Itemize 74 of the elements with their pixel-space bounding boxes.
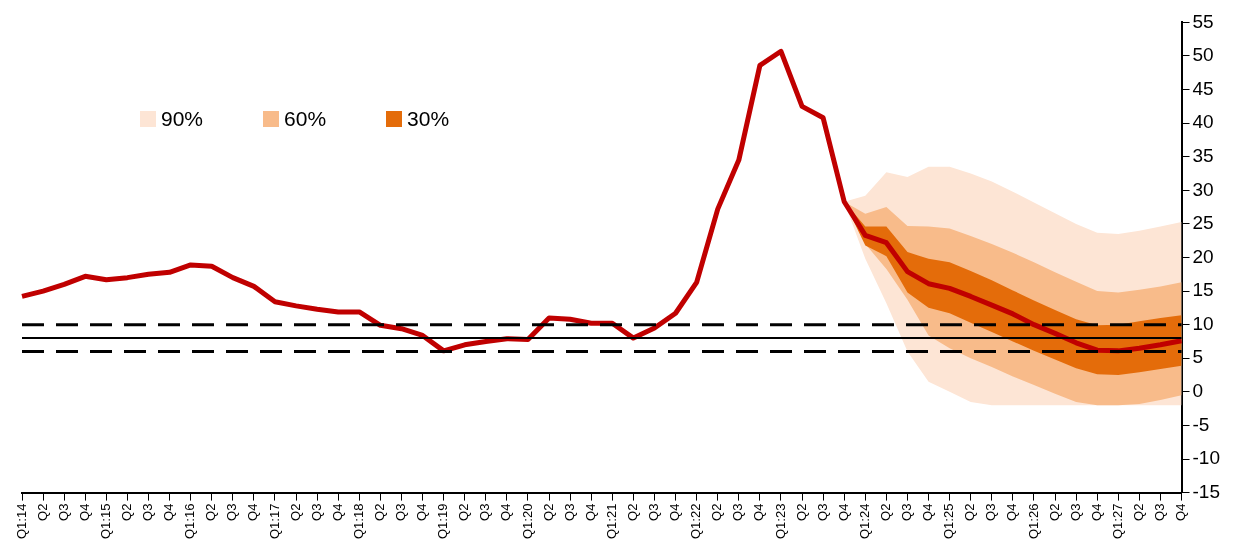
x-tick-label: Q4 xyxy=(245,503,261,521)
x-tick-label: Q1:18 xyxy=(350,503,366,540)
y-tick-label: 20 xyxy=(1192,245,1214,267)
y-tick-label: 10 xyxy=(1192,312,1214,334)
x-tick-label: Q4 xyxy=(1173,503,1189,521)
y-tick-label: 40 xyxy=(1192,111,1214,133)
x-tick-label: Q2 xyxy=(962,503,978,521)
legend-label: 60% xyxy=(284,107,327,132)
x-tick-label: Q3 xyxy=(140,503,156,521)
x-tick-label: Q3 xyxy=(224,503,240,521)
x-tick-label: Q1:20 xyxy=(519,503,535,540)
x-tick-label: Q3 xyxy=(393,503,409,521)
x-tick-label: Q1:27 xyxy=(1109,503,1125,540)
y-tick-label: 5 xyxy=(1192,346,1204,368)
x-tick-label: Q4 xyxy=(414,503,430,521)
y-tick-label: -10 xyxy=(1192,447,1221,469)
x-tick-label: Q2 xyxy=(34,503,50,521)
legend-label: 90% xyxy=(161,107,204,132)
x-tick-label: Q2 xyxy=(624,503,640,521)
x-tick-label: Q3 xyxy=(308,503,324,521)
x-tick-label: Q4 xyxy=(1088,503,1104,521)
x-tick-label: Q4 xyxy=(920,503,936,521)
y-tick-label: 45 xyxy=(1192,77,1214,99)
y-tick-label: 35 xyxy=(1192,144,1214,166)
x-tick-label: Q3 xyxy=(646,503,662,521)
x-tick-label: Q2 xyxy=(456,503,472,521)
y-tick-label: 30 xyxy=(1192,178,1214,200)
x-tick-label: Q2 xyxy=(1046,503,1062,521)
x-tick-label: Q4 xyxy=(329,503,345,521)
x-tick-label: Q2 xyxy=(118,503,134,521)
x-tick-label: Q3 xyxy=(899,503,915,521)
y-tick-label: -5 xyxy=(1192,413,1210,435)
x-tick-label: Q2 xyxy=(203,503,219,521)
x-tick-label: Q3 xyxy=(1067,503,1083,521)
x-tick-label: Q2 xyxy=(540,503,556,521)
x-tick-label: Q4 xyxy=(667,503,683,521)
y-tick-label: 15 xyxy=(1192,279,1214,301)
x-tick-label: Q3 xyxy=(561,503,577,521)
x-tick-label: Q2 xyxy=(709,503,725,521)
x-tick-label: Q3 xyxy=(730,503,746,521)
y-tick-label: -15 xyxy=(1192,480,1221,502)
x-tick-label: Q4 xyxy=(835,503,851,521)
x-tick-label: Q2 xyxy=(1130,503,1146,521)
y-tick-label: 0 xyxy=(1192,380,1204,402)
x-tick-label: Q2 xyxy=(877,503,893,521)
x-tick-label: Q2 xyxy=(793,503,809,521)
x-tick-label: Q1:24 xyxy=(856,503,872,540)
x-tick-label: Q1:26 xyxy=(1025,503,1041,540)
x-tick-label: Q4 xyxy=(751,503,767,521)
x-tick-label: Q1:14 xyxy=(13,503,29,540)
x-tick-label: Q2 xyxy=(371,503,387,521)
x-tick-label: Q1:23 xyxy=(772,503,788,540)
x-tick-label: Q1:22 xyxy=(688,503,704,540)
x-tick-label: Q1:16 xyxy=(182,503,198,540)
x-tick-label: Q3 xyxy=(814,503,830,521)
x-tick-label: Q1:15 xyxy=(97,503,113,540)
x-tick-label: Q1:17 xyxy=(266,503,282,540)
x-tick-label: Q1:21 xyxy=(603,503,619,540)
legend-label: 30% xyxy=(407,107,450,132)
x-tick-label: Q1:25 xyxy=(941,503,957,540)
y-tick-label: 25 xyxy=(1192,212,1214,234)
x-tick-label: Q3 xyxy=(55,503,71,521)
x-tick-label: Q3 xyxy=(983,503,999,521)
y-tick-label: 55 xyxy=(1192,10,1214,32)
x-tick-label: Q4 xyxy=(76,503,92,521)
y-tick-label: 50 xyxy=(1192,44,1214,66)
x-tick-label: Q4 xyxy=(161,503,177,521)
x-tick-label: Q4 xyxy=(498,503,514,521)
x-tick-label: Q4 xyxy=(582,503,598,521)
x-tick-label: Q1:19 xyxy=(435,503,451,540)
x-tick-label: Q3 xyxy=(477,503,493,521)
x-tick-label: Q4 xyxy=(1004,503,1020,521)
x-tick-label: Q2 xyxy=(287,503,303,521)
x-tick-label: Q3 xyxy=(1152,503,1168,521)
